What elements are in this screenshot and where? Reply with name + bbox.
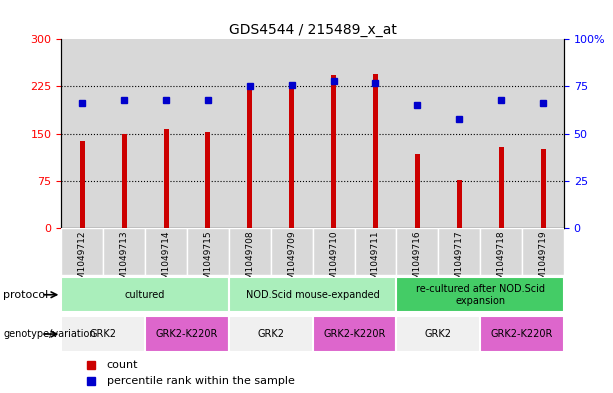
Bar — [397, 39, 438, 228]
FancyBboxPatch shape — [61, 316, 145, 352]
Text: percentile rank within the sample: percentile rank within the sample — [107, 376, 294, 386]
Bar — [271, 39, 313, 228]
Text: GRK2-K220R: GRK2-K220R — [156, 329, 218, 339]
Text: GSM1049710: GSM1049710 — [329, 230, 338, 291]
Bar — [415, 154, 420, 228]
Text: GSM1049713: GSM1049713 — [120, 230, 129, 291]
Bar — [457, 180, 462, 228]
Text: GSM1049711: GSM1049711 — [371, 230, 380, 291]
Bar — [164, 129, 169, 228]
Bar — [373, 74, 378, 228]
FancyBboxPatch shape — [522, 228, 564, 275]
Text: GRK2: GRK2 — [257, 329, 284, 339]
FancyBboxPatch shape — [271, 228, 313, 275]
Text: genotype/variation: genotype/variation — [3, 329, 96, 339]
FancyBboxPatch shape — [354, 228, 397, 275]
FancyBboxPatch shape — [397, 316, 480, 352]
Bar — [498, 147, 504, 228]
Text: protocol: protocol — [3, 290, 48, 300]
FancyBboxPatch shape — [438, 228, 480, 275]
Text: GSM1049712: GSM1049712 — [78, 230, 87, 291]
Text: cultured: cultured — [125, 290, 166, 300]
FancyBboxPatch shape — [480, 228, 522, 275]
FancyBboxPatch shape — [313, 316, 397, 352]
FancyBboxPatch shape — [229, 228, 271, 275]
Text: GSM1049708: GSM1049708 — [245, 230, 254, 291]
Bar — [247, 87, 253, 228]
Text: GSM1049718: GSM1049718 — [497, 230, 506, 291]
Text: NOD.Scid mouse-expanded: NOD.Scid mouse-expanded — [246, 290, 379, 300]
Bar — [205, 132, 210, 228]
Bar — [121, 134, 127, 228]
FancyBboxPatch shape — [229, 316, 313, 352]
Bar — [541, 149, 546, 228]
Text: GSM1049717: GSM1049717 — [455, 230, 464, 291]
FancyBboxPatch shape — [187, 228, 229, 275]
FancyBboxPatch shape — [103, 228, 145, 275]
Bar — [331, 75, 336, 228]
Bar — [61, 39, 103, 228]
FancyBboxPatch shape — [229, 277, 397, 312]
Text: GRK2: GRK2 — [89, 329, 116, 339]
Text: GRK2-K220R: GRK2-K220R — [491, 329, 554, 339]
Text: GSM1049714: GSM1049714 — [161, 230, 170, 291]
Text: GSM1049716: GSM1049716 — [413, 230, 422, 291]
Bar — [354, 39, 397, 228]
Bar — [229, 39, 271, 228]
FancyBboxPatch shape — [61, 228, 103, 275]
Bar — [187, 39, 229, 228]
Bar — [313, 39, 354, 228]
Bar — [522, 39, 564, 228]
Bar — [145, 39, 187, 228]
Bar — [103, 39, 145, 228]
FancyBboxPatch shape — [397, 277, 564, 312]
Text: GSM1049715: GSM1049715 — [204, 230, 213, 291]
FancyBboxPatch shape — [145, 228, 187, 275]
Title: GDS4544 / 215489_x_at: GDS4544 / 215489_x_at — [229, 23, 397, 37]
Text: GRK2-K220R: GRK2-K220R — [323, 329, 386, 339]
FancyBboxPatch shape — [313, 228, 354, 275]
Text: count: count — [107, 360, 138, 371]
Text: GSM1049709: GSM1049709 — [287, 230, 296, 291]
Bar — [480, 39, 522, 228]
FancyBboxPatch shape — [61, 277, 229, 312]
FancyBboxPatch shape — [480, 316, 564, 352]
FancyBboxPatch shape — [397, 228, 438, 275]
Text: re-cultured after NOD.Scid
expansion: re-cultured after NOD.Scid expansion — [416, 284, 545, 305]
Bar — [80, 141, 85, 228]
Text: GSM1049719: GSM1049719 — [538, 230, 547, 291]
Bar — [289, 84, 294, 228]
Text: GRK2: GRK2 — [425, 329, 452, 339]
FancyBboxPatch shape — [145, 316, 229, 352]
Bar — [438, 39, 480, 228]
